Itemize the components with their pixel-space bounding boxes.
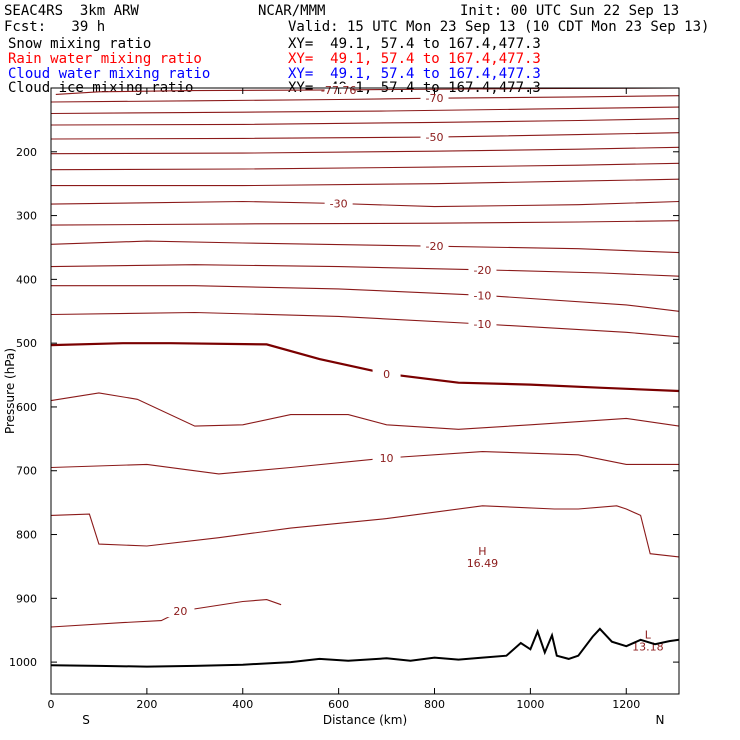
x-tick-label: 1200 xyxy=(612,698,640,711)
y-tick-label: 600 xyxy=(16,401,37,414)
isotherm-line xyxy=(50,599,282,628)
terrain-line xyxy=(50,627,680,668)
y-tick-label: 900 xyxy=(16,592,37,605)
isotherm-line xyxy=(50,146,680,155)
x-tick-label: 400 xyxy=(232,698,253,711)
isotherm-label-bg xyxy=(468,263,497,276)
isotherm-line xyxy=(50,200,680,208)
y-tick-label: 300 xyxy=(16,210,37,223)
isotherm-line xyxy=(50,342,680,393)
isotherm-line xyxy=(50,505,680,558)
isotherm-label: -50 xyxy=(426,131,444,144)
isotherm-label-bg xyxy=(420,131,449,144)
isotherm-line xyxy=(50,118,680,126)
south-label: S xyxy=(82,713,90,727)
isotherm-label: -10 xyxy=(473,289,491,302)
y-tick-label: 500 xyxy=(16,337,37,350)
isotherm-contours: -77.76-70-50-30-20-20-10-1001020H16.49L1… xyxy=(50,83,680,654)
isotherm-label-bg xyxy=(372,367,401,380)
init-time: Init: 00 UTC Sun 22 Sep 13 xyxy=(460,3,680,19)
model-label: SEAC4RS 3km ARW xyxy=(4,3,139,19)
north-label: N xyxy=(656,713,665,727)
y-tick-label: 1000 xyxy=(9,656,37,669)
plot-frame xyxy=(50,87,680,695)
isotherm-line xyxy=(55,87,680,95)
isotherm-line xyxy=(50,451,679,475)
organization-label: NCAR/MMM xyxy=(258,3,326,19)
y-tick-label: 800 xyxy=(16,529,37,542)
isotherm-label-bg xyxy=(468,318,497,331)
isotherm-line xyxy=(51,178,680,187)
x-axis-label: Distance (km) xyxy=(323,713,407,727)
isotherm-label: 20 xyxy=(173,605,187,618)
isotherm-line xyxy=(50,264,680,277)
isotherm-label: -30 xyxy=(330,197,348,210)
isotherm-label-bg xyxy=(324,197,353,210)
extremum-value: 16.49 xyxy=(467,557,499,570)
isotherm-label-bg xyxy=(372,451,401,464)
terrain-layer xyxy=(50,627,680,668)
legend-name-snow: Snow mixing ratio xyxy=(8,36,152,52)
legend-xy-cloud-water: XY= 49.1, 57.4 to 167.4,477.3 xyxy=(288,66,541,82)
isotherm-line xyxy=(50,311,680,338)
isotherm-label-bg xyxy=(468,289,497,302)
legend-name-cloud-water: Cloud water mixing ratio xyxy=(8,66,211,82)
valid-time: Valid: 15 UTC Mon 23 Sep 13 (10 CDT Mon … xyxy=(288,19,710,35)
isotherm-label: 0 xyxy=(383,368,390,381)
y-tick-label: 700 xyxy=(16,465,37,478)
y-tick-label: 400 xyxy=(16,273,37,286)
x-tick-label: 200 xyxy=(136,698,157,711)
isotherm-line xyxy=(50,220,680,226)
isotherm-label-bg xyxy=(420,240,449,253)
x-tick-label: 800 xyxy=(424,698,445,711)
isotherm-label: -20 xyxy=(426,240,444,253)
isotherm-line xyxy=(50,95,680,103)
extremum-marker: H xyxy=(478,545,486,558)
y-tick-label: 200 xyxy=(16,146,37,159)
isotherm-label: -10 xyxy=(473,318,491,331)
legend-xy-snow: XY= 49.1, 57.4 to 167.4,477.3 xyxy=(288,36,541,52)
isotherm-label: -70 xyxy=(426,92,444,105)
isotherm-line xyxy=(50,240,680,254)
extremum-marker: L xyxy=(645,629,652,642)
isotherm-label: 10 xyxy=(380,452,394,465)
forecast-hour: Fcst: 39 h xyxy=(4,19,106,35)
isotherm-line xyxy=(50,106,680,115)
x-tick-label: 0 xyxy=(48,698,55,711)
isotherm-line xyxy=(51,285,680,312)
axes: 0 200 400 600 800 1000 12002003004005006007008… xyxy=(3,88,679,727)
legend-name-rain: Rain water mixing ratio xyxy=(8,51,202,67)
isotherm-line xyxy=(50,132,680,140)
legend-xy-rain: XY= 49.1, 57.4 to 167.4,477.3 xyxy=(288,51,541,67)
isotherm-line xyxy=(50,162,680,171)
isotherm-label-bg xyxy=(166,605,195,618)
x-tick-label: 600 xyxy=(328,698,349,711)
y-axis-label: Pressure (hPa) xyxy=(3,348,17,434)
isotherm-label: -20 xyxy=(473,264,491,277)
isotherm-line xyxy=(50,392,680,430)
x-tick-label: 1000 xyxy=(516,698,544,711)
isotherm-label-bg xyxy=(420,92,449,105)
